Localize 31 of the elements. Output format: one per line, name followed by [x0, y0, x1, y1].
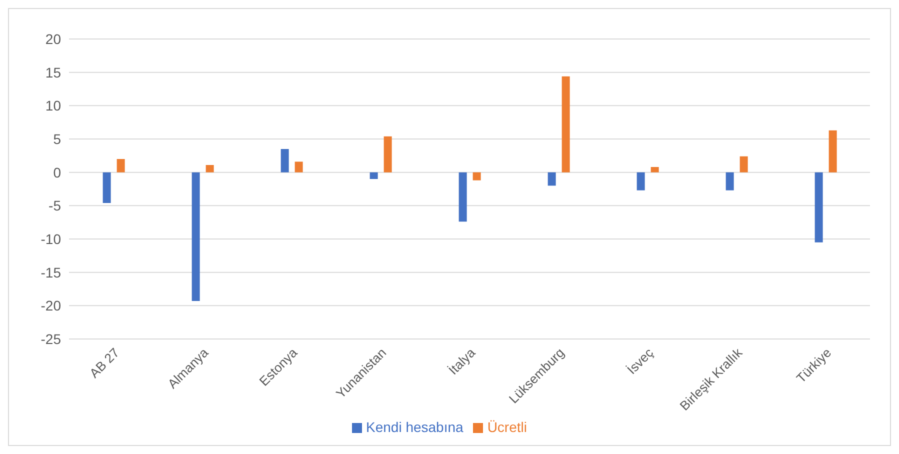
y-tick-label: -5 [48, 198, 62, 214]
y-tick-label: 15 [45, 64, 62, 80]
bar [548, 172, 556, 186]
legend-label: Ücretli [487, 419, 527, 435]
bar [740, 156, 748, 172]
y-tick-label: 10 [45, 98, 62, 114]
bar [206, 165, 214, 172]
y-tick-label: 20 [45, 30, 62, 47]
bar [458, 172, 467, 222]
bar [384, 136, 392, 172]
y-tick-label: -25 [40, 330, 62, 347]
y-tick-label: -15 [40, 264, 62, 280]
bar [650, 167, 659, 172]
bar [636, 172, 645, 190]
bar [814, 172, 823, 242]
y-tick-label: -10 [40, 230, 62, 247]
bar [280, 149, 289, 172]
bar [370, 172, 378, 179]
bar [472, 172, 481, 180]
y-tick-label: 0 [53, 164, 62, 180]
y-tick-label: 5 [53, 130, 62, 147]
bar [294, 162, 303, 172]
y-tick-label: -20 [40, 298, 62, 314]
bar [562, 76, 570, 172]
bar [116, 159, 125, 172]
bar [102, 172, 111, 203]
bar [726, 172, 734, 190]
legend-label: Kendi hesabına [366, 419, 464, 435]
bar [828, 130, 837, 172]
bar [192, 172, 200, 301]
x-tick-label: AB 27 [86, 345, 122, 381]
